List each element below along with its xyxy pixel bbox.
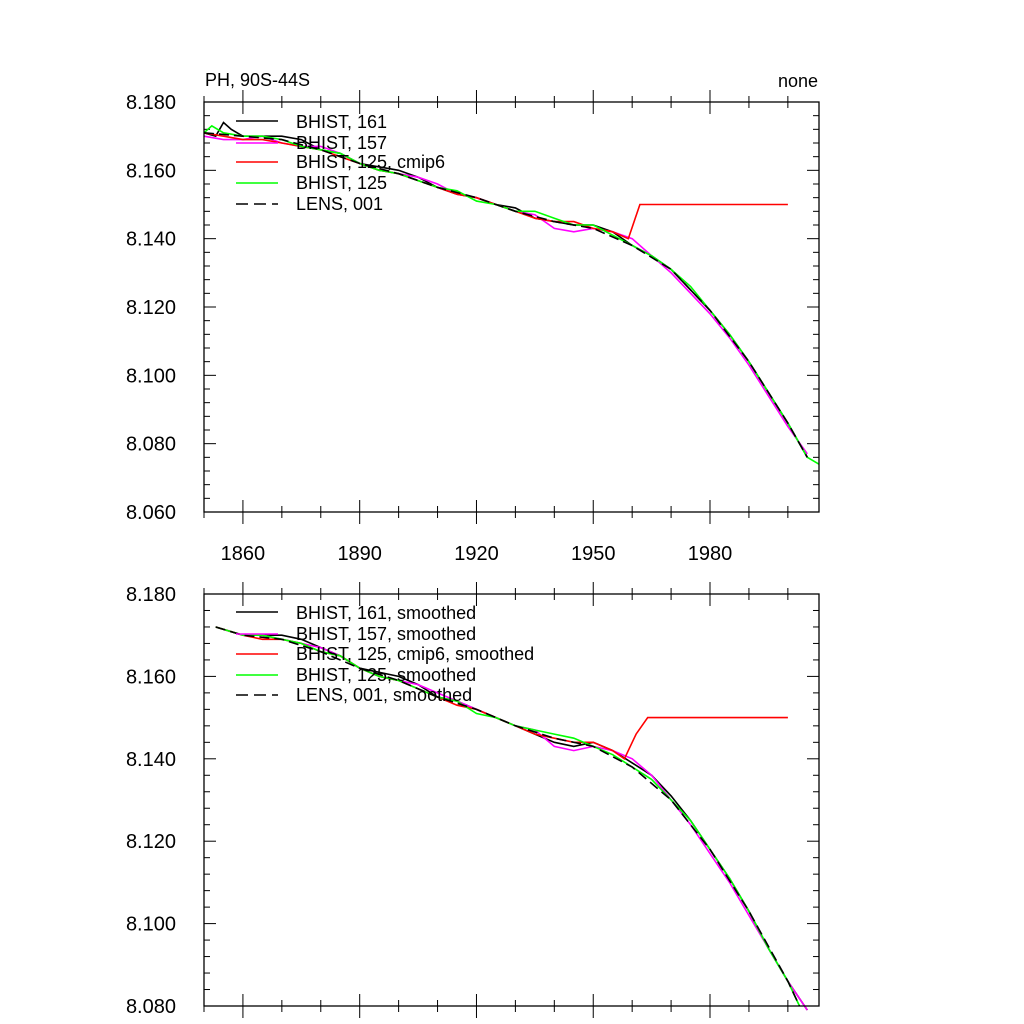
legend-label: BHIST, 125, cmip6, smoothed (296, 644, 534, 664)
x-tick-label: 1890 (337, 543, 382, 565)
bottom-series (215, 626, 808, 1011)
y-tick-label: 8.180 (126, 584, 176, 606)
x-tick-label: 1920 (454, 543, 499, 565)
y-tick-label: 8.100 (126, 914, 176, 936)
y-tick-label: 8.100 (126, 365, 176, 387)
y-tick-label: 8.080 (126, 996, 176, 1018)
y-tick-label: 8.140 (126, 229, 176, 251)
top-legend: BHIST, 161 BHIST, 157 BHIST, 125, cmip6 … (236, 112, 445, 214)
series-line (203, 135, 808, 455)
series-line (203, 132, 788, 240)
bottom-ticks: 8.080 8.100 8.120 8.140 8.160 8.180 (126, 582, 819, 1018)
y-tick-label: 8.140 (126, 749, 176, 771)
y-tick-label: 8.160 (126, 666, 176, 688)
x-tick-label: 1860 (221, 543, 266, 565)
y-tick-label: 8.120 (126, 297, 176, 319)
top-panel: PH, 90S-44S none 1860 1890 1920 1950 1980 8.0… (126, 70, 820, 565)
legend-label: BHIST, 161, smoothed (296, 603, 476, 623)
x-tick-label: 1980 (688, 543, 733, 565)
legend-label: BHIST, 125, smoothed (296, 665, 476, 685)
y-tick-label: 8.180 (126, 92, 176, 114)
legend-label: BHIST, 125, cmip6 (296, 152, 445, 172)
bottom-panel: 8.080 8.100 8.120 8.140 8.160 8.180 BHIST, 16… (126, 582, 820, 1018)
bottom-legend: BHIST, 161, smoothed BHIST, 157, smoothe… (236, 603, 534, 705)
series-line (203, 121, 808, 458)
y-tick-label: 8.160 (126, 160, 176, 182)
legend-label: LENS, 001, smoothed (296, 685, 472, 705)
top-title-left: PH, 90S-44S (205, 70, 310, 90)
top-series (203, 121, 820, 465)
top-ticks: 1860 1890 1920 1950 1980 8.060 8.080 8.100 8.120… (126, 90, 819, 565)
top-plot-frame (203, 101, 820, 513)
series-line (203, 132, 808, 458)
legend-label: LENS, 001 (296, 194, 383, 214)
legend-label: BHIST, 157 (296, 133, 387, 153)
y-tick-label: 8.120 (126, 831, 176, 853)
series-line (215, 626, 801, 1007)
legend-label: BHIST, 125 (296, 173, 387, 193)
x-tick-label: 1950 (571, 543, 616, 565)
y-tick-label: 8.080 (126, 434, 176, 456)
top-title-right: none (778, 71, 818, 91)
y-tick-label: 8.060 (126, 502, 176, 524)
legend-label: BHIST, 157, smoothed (296, 624, 476, 644)
bottom-plot-frame (203, 593, 820, 1007)
legend-label: BHIST, 161 (296, 112, 387, 132)
